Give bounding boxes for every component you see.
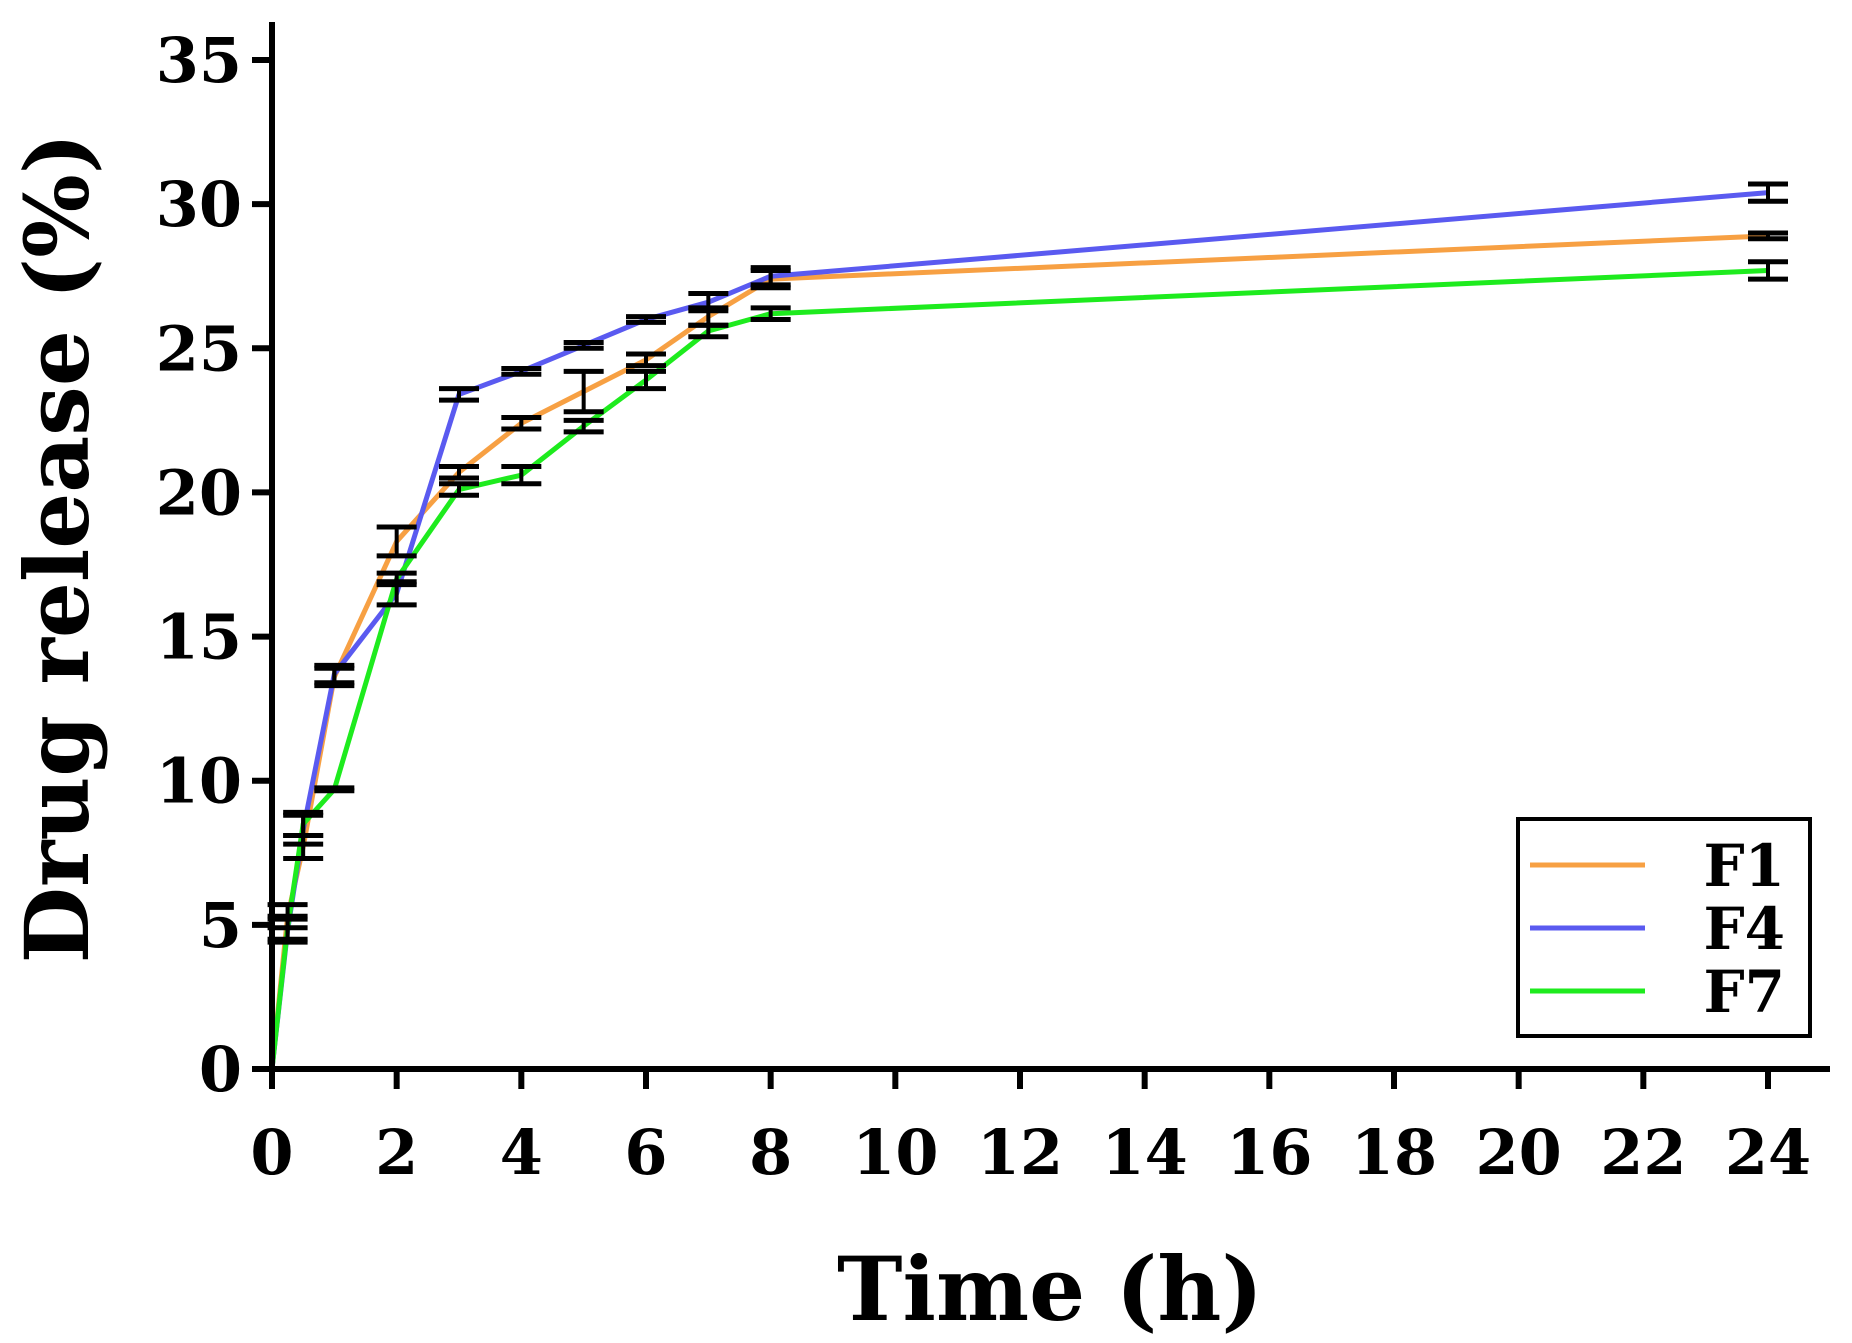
x-tick-label: 2: [375, 1116, 418, 1189]
x-tick-label: 22: [1600, 1116, 1686, 1189]
y-tick-label: 10: [156, 745, 242, 818]
error-bars-f4: [267, 181, 1788, 945]
y-tick-label: 5: [199, 889, 242, 962]
y-tick-label: 35: [156, 24, 242, 97]
y-tick-label: 30: [156, 168, 242, 241]
x-tick-label: 24: [1725, 1116, 1811, 1189]
y-tick-label: 25: [156, 312, 242, 385]
x-tick-label: 0: [250, 1116, 293, 1189]
series-layer: [267, 181, 1788, 1070]
y-tick-label: 0: [199, 1033, 242, 1106]
x-tick-label: 12: [977, 1116, 1063, 1189]
legend-label-f1: F1: [1703, 832, 1785, 900]
x-tick-label: 8: [749, 1116, 792, 1189]
y-axis-label: Drug release (%): [5, 133, 109, 964]
series-line-f7: [269, 267, 1769, 1070]
legend-label-f4: F4: [1703, 895, 1785, 963]
y-tick-label: 20: [156, 456, 242, 529]
x-tick-label: 4: [500, 1116, 543, 1189]
x-tick-label: 6: [624, 1116, 667, 1189]
x-tick-label: 18: [1351, 1116, 1437, 1189]
x-axis-label: Time (h): [837, 1237, 1263, 1339]
x-tick-label: 16: [1226, 1116, 1312, 1189]
x-tick-label: 10: [852, 1116, 938, 1189]
x-tick-label: 20: [1476, 1116, 1562, 1189]
y-tick-label: 15: [156, 601, 242, 674]
x-tick-label: 14: [1102, 1116, 1188, 1189]
legend-label-f7: F7: [1703, 958, 1785, 1026]
